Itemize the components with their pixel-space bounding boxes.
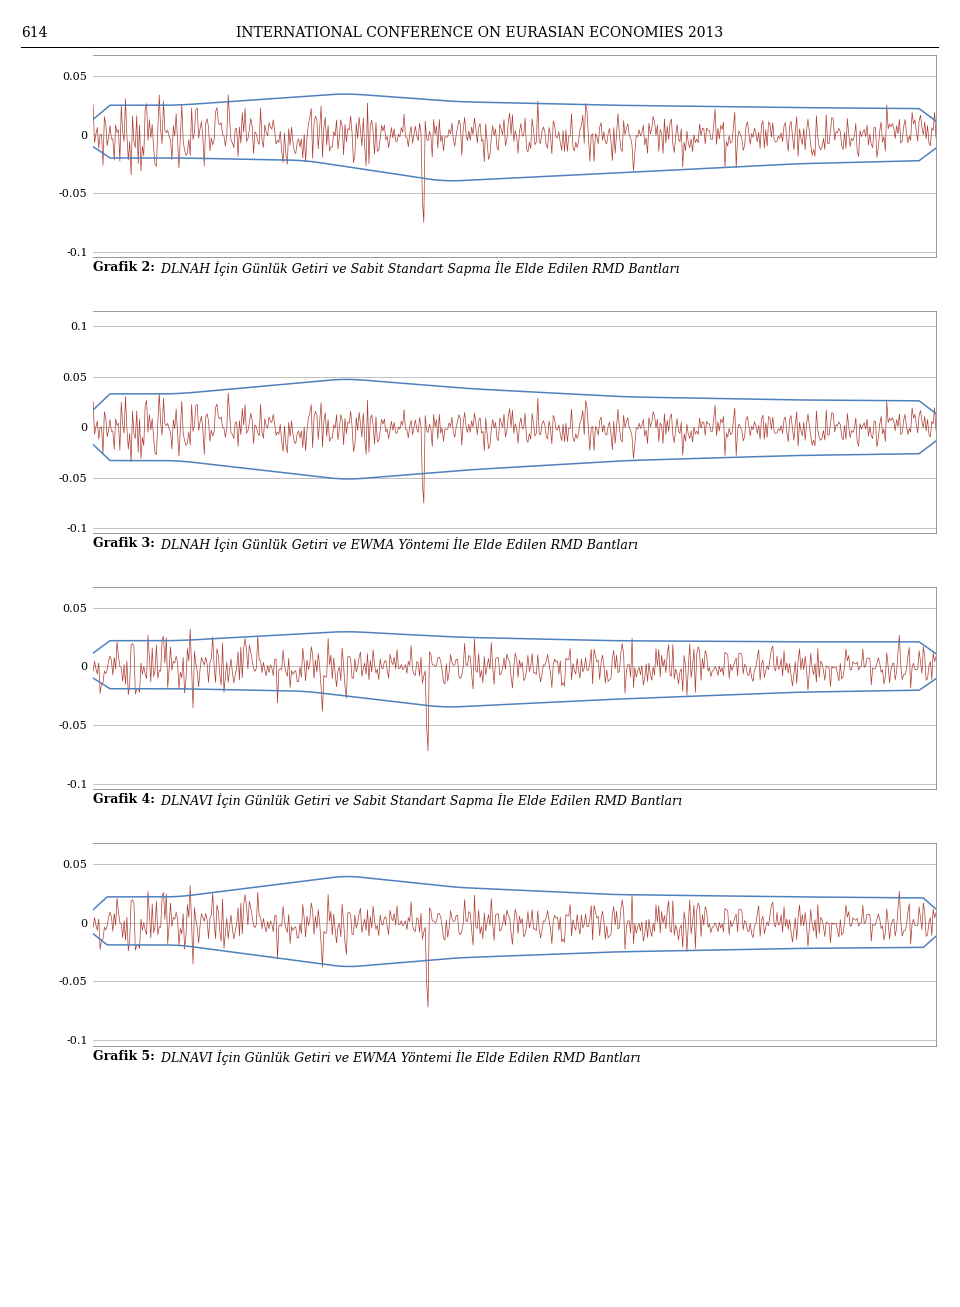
Text: DLNAH İçin Günlük Getiri ve EWMA Yöntemi İle Elde Edilen RMD Bantları: DLNAH İçin Günlük Getiri ve EWMA Yöntemi… — [157, 537, 638, 552]
Text: Grafik 2:: Grafik 2: — [93, 261, 155, 274]
Text: Grafik 4:: Grafik 4: — [93, 793, 155, 806]
Text: 614: 614 — [21, 26, 48, 41]
Text: Grafik 5:: Grafik 5: — [93, 1050, 155, 1063]
Text: DLNAH İçin Günlük Getiri ve Sabit Standart Sapma İle Elde Edilen RMD Bantları: DLNAH İçin Günlük Getiri ve Sabit Standa… — [157, 261, 680, 276]
Text: INTERNATIONAL CONFERENCE ON EURASIAN ECONOMIES 2013: INTERNATIONAL CONFERENCE ON EURASIAN ECO… — [236, 26, 724, 41]
Text: DLNAVI İçin Günlük Getiri ve Sabit Standart Sapma İle Elde Edilen RMD Bantları: DLNAVI İçin Günlük Getiri ve Sabit Stand… — [157, 793, 683, 808]
Text: DLNAVI İçin Günlük Getiri ve EWMA Yöntemi İle Elde Edilen RMD Bantları: DLNAVI İçin Günlük Getiri ve EWMA Yöntem… — [157, 1050, 641, 1064]
Text: Grafik 3:: Grafik 3: — [93, 537, 155, 550]
